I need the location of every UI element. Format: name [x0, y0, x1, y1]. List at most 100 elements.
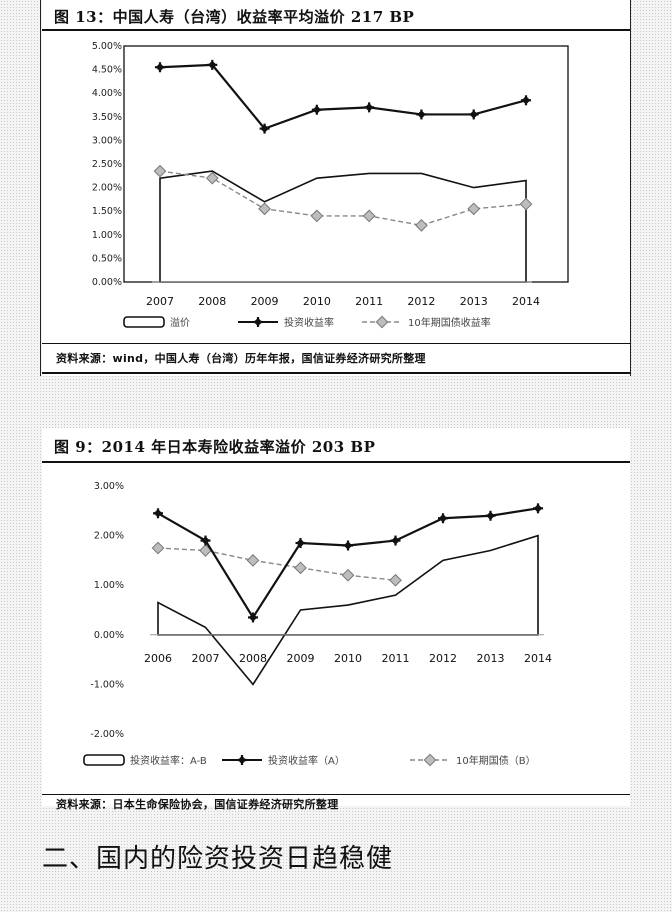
chart-2-y-tick-0: 3.00% — [94, 481, 124, 492]
chart-1-main-point-0 — [155, 62, 165, 73]
chart-1-dashed-point-4 — [362, 209, 376, 223]
chart-2-dashed-point-2 — [246, 554, 260, 567]
chart-panel-2: 图 9：2014 年日本寿险收益率溢价 203 BP 3.00% 2.00% 1.0… — [42, 428, 630, 811]
chart-2-y-tick-5: -2.00% — [90, 729, 124, 740]
chart-2-main-point-7 — [485, 510, 496, 521]
chart-2-main-point-4-dot — [343, 541, 353, 550]
chart-1-x-tick-3: 2010 — [303, 295, 331, 308]
left-margin-line — [40, 0, 41, 376]
chart-1-x-tick-6: 2013 — [460, 295, 488, 308]
chart-1-main-point-3-dot — [312, 105, 322, 114]
chart-2-dashed-point-5 — [389, 573, 402, 587]
chart-2-main-point-1 — [200, 535, 211, 546]
chart-1-y-tick-1: 4.50% — [92, 65, 122, 76]
chart-2-main-point-5 — [390, 535, 401, 546]
chart-1-dashed-point-1 — [205, 171, 219, 185]
chart-1-y-tick-4: 3.00% — [92, 135, 122, 146]
chart-1-dashed-point-5 — [415, 218, 428, 232]
chart-2-series-dashed-line — [157, 547, 396, 581]
chart-1-y-tick-10: 0.00% — [92, 277, 122, 288]
chart-2-main-point-5-dot — [391, 536, 400, 545]
chart-1-x-tick-5: 2012 — [407, 295, 435, 308]
chart-1-dashed-point-7 — [519, 197, 533, 211]
chart-2-dashed-point-1 — [199, 544, 212, 557]
chart-1-x-tick-4: 2011 — [355, 295, 383, 308]
chart-2-source-rule — [42, 794, 630, 795]
chart-2-x-tick-2: 2008 — [239, 652, 267, 665]
chart-2-x-tick-4: 2010 — [334, 652, 362, 665]
chart-panel-1: 图 13：中国人寿（台湾）收益率平均溢价 217 BP 5.00% 4.50% 4.… — [42, 0, 630, 376]
chart-1-title-rule — [42, 29, 630, 31]
chart-2-legend-main-marker — [237, 755, 247, 765]
chart-1-y-tick-9: 0.50% — [92, 253, 122, 264]
chart-2-legend-swatch-area — [83, 754, 125, 766]
chart-1-legend-main-marker-dot — [253, 317, 263, 327]
chart-2-y-tick-3: 0.00% — [94, 630, 124, 641]
chart-2-legend: 投资收益率：A-B 投资收益率（A） 10年期国债（B） — [83, 753, 536, 767]
chart-1-title: 图 13：中国人寿（台湾）收益率平均溢价 217 BP — [54, 8, 415, 26]
chart-1-main-point-2 — [259, 123, 270, 134]
chart-1-legend-main-marker — [253, 317, 263, 327]
chart-1-main-point-6-dot — [469, 110, 478, 119]
chart-1-legend: 溢价 投资收益率 10年期国债收益率 — [123, 315, 491, 329]
chart-1-x-tick-2: 2009 — [251, 295, 279, 308]
chart-2-y-tick-4: -1.00% — [90, 679, 124, 690]
chart-1-series-dashed-line — [159, 170, 527, 227]
chart-2-x-tick-0: 2006 — [144, 652, 172, 665]
chart-2-main-point-0 — [153, 508, 163, 519]
chart-2-main-point-8-dot — [533, 504, 543, 513]
chart-1-series-main-line — [159, 63, 527, 130]
chart-1-main-point-2-dot — [260, 124, 269, 133]
chart-1-legend-label-0: 溢价 — [170, 316, 190, 329]
chart-1-series-area — [159, 170, 527, 283]
chart-1-main-point-7 — [521, 95, 531, 106]
chart-1-y-tick-3: 3.50% — [92, 112, 122, 123]
chart-1-y-tick-5: 2.50% — [92, 159, 122, 170]
chart-1-main-point-6 — [468, 109, 479, 120]
chart-1-y-tick-7: 1.50% — [92, 206, 122, 217]
chart-1-x-tick-7: 2014 — [512, 295, 540, 308]
chart-1-y-tick-2: 4.00% — [92, 88, 122, 99]
chart-2-x-tick-6: 2012 — [429, 652, 457, 665]
chart-1-main-point-4 — [364, 102, 375, 113]
chart-2-main-point-0-dot — [153, 509, 163, 518]
chart-2-y-tick-1: 2.00% — [94, 531, 124, 542]
chart-2-main-point-8 — [533, 503, 543, 514]
chart-2-dashed-point-3 — [294, 561, 307, 575]
chart-2-legend-label-2: 10年期国债（B） — [456, 754, 536, 767]
chart-2-series-area — [157, 534, 539, 686]
chart-1-main-point-3 — [311, 104, 322, 115]
chart-2-x-tick-1: 2007 — [192, 652, 220, 665]
chart-1-source-rule — [42, 343, 630, 344]
chart-1-bottom-rule — [42, 372, 630, 374]
chart-1-y-tick-0: 5.00% — [92, 41, 122, 52]
chart-1-dashed-point-3 — [310, 209, 324, 223]
chart-2-dashed-point-0 — [151, 541, 165, 555]
chart-1-dashed-point-0 — [153, 164, 167, 178]
chart-2-main-point-6-dot — [438, 513, 448, 523]
chart-2-x-tick-8: 2014 — [524, 652, 552, 665]
chart-2-plot: 3.00% 2.00% 1.00% 0.00% -1.00% -2.00% 2006 2007… — [83, 481, 552, 767]
chart-2-main-point-3-dot — [296, 538, 305, 548]
chart-2-title: 图 9：2014 年日本寿险收益率溢价 203 BP — [54, 438, 376, 456]
chart-2-y-tick-2: 1.00% — [94, 580, 124, 591]
chart-1-legend-label-2: 10年期国债收益率 — [408, 316, 491, 329]
chart-1-dashed-point-6 — [467, 202, 481, 216]
chart-2-x-tick-5: 2011 — [382, 652, 410, 665]
chart-1-y-tick-6: 2.00% — [92, 183, 122, 194]
chart-2-legend-main-marker-dot — [237, 755, 247, 765]
chart-2-source: 资料来源：日本生命保险协会，国信证券经济研究所整理 — [56, 798, 339, 811]
chart-1-x-tick-1: 2008 — [198, 295, 226, 308]
chart-1-dashed-point-2 — [258, 202, 271, 216]
chart-2-x-tick-7: 2013 — [477, 652, 505, 665]
chart-2-main-point-4 — [343, 540, 353, 551]
chart-2-legend-label-0: 投资收益率：A-B — [130, 754, 207, 767]
chart-1-plot: 5.00% 4.50% 4.00% 3.50% 3.00% 2.50% 2.00% 1.50%… — [92, 41, 569, 329]
chart-1-legend-dashed-marker — [375, 315, 389, 329]
chart-1-main-point-5-dot — [417, 110, 426, 119]
section-heading: 二、国内的险资投资日趋稳健 — [42, 844, 394, 874]
right-margin-line — [630, 0, 631, 376]
chart-2-main-point-7-dot — [486, 511, 495, 521]
chart-1-legend-label-1: 投资收益率 — [284, 316, 334, 329]
chart-1-legend-swatch-area — [123, 316, 165, 328]
